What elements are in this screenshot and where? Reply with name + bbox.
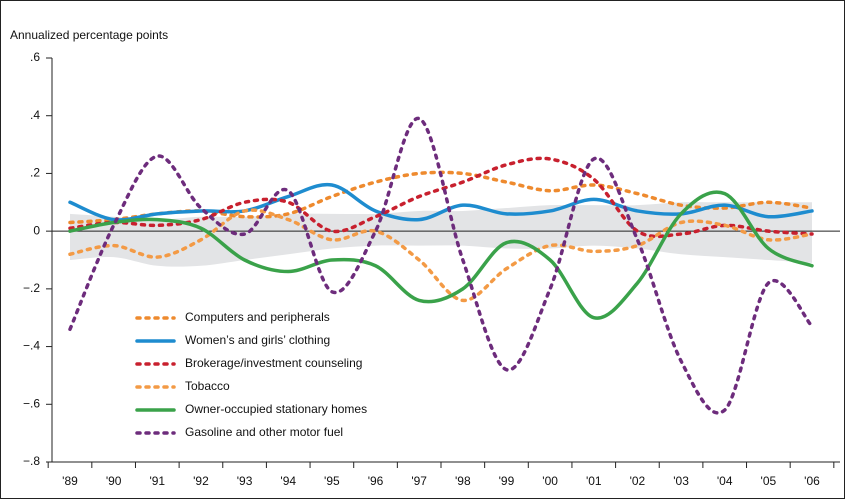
legend-label: Brokerage/investment counseling (185, 356, 362, 370)
x-tick-label: '98 (455, 474, 471, 488)
x-tick-label: '95 (324, 474, 340, 488)
x-tick-label: '90 (106, 474, 122, 488)
legend-label: Women’s and girls’ clothing (185, 333, 330, 347)
x-tick-label: '05 (761, 474, 777, 488)
y-tick-label: 0 (33, 223, 40, 237)
confidence-band (70, 202, 812, 267)
legend-label: Gasoline and other motor fuel (185, 425, 343, 439)
y-axis-title: Annualized percentage points (10, 28, 168, 42)
x-tick-label: '94 (280, 474, 296, 488)
series-line (68, 190, 814, 320)
x-tick-label: '93 (237, 474, 253, 488)
x-tick-label: '91 (149, 474, 165, 488)
x-tick-label: '89 (62, 474, 78, 488)
y-tick-label: −.4 (23, 339, 40, 353)
x-tick-label: '99 (499, 474, 515, 488)
x-tick-label: '04 (717, 474, 733, 488)
legend-label: Computers and peripherals (185, 310, 330, 324)
y-tick-label: −.8 (23, 454, 40, 468)
series-line (68, 182, 814, 222)
series-line (68, 116, 814, 415)
x-tick-label: '06 (804, 474, 820, 488)
y-tick-label: .2 (30, 166, 40, 180)
y-tick-label: .6 (30, 50, 40, 64)
x-tick-label: '03 (673, 474, 689, 488)
series-line (68, 156, 814, 239)
legend-label: Tobacco (185, 379, 230, 393)
x-tick-label: '01 (586, 474, 602, 488)
y-tick-label: .4 (30, 108, 40, 122)
y-tick-label: −.2 (23, 281, 40, 295)
x-tick-label: '96 (368, 474, 384, 488)
y-tick-label: −.6 (23, 396, 40, 410)
x-tick-label: '00 (542, 474, 558, 488)
legend-label: Owner-occupied stationary homes (185, 402, 367, 416)
x-tick-label: '97 (411, 474, 427, 488)
x-tick-label: '02 (630, 474, 646, 488)
x-tick-label: '92 (193, 474, 209, 488)
series-line (68, 208, 814, 303)
